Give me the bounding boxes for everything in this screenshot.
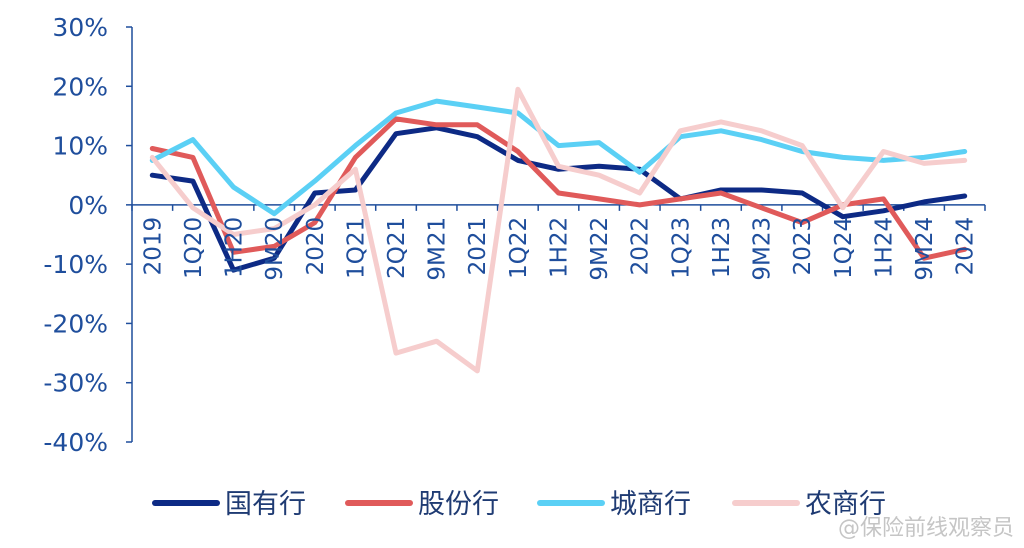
y-tick-label: -40% xyxy=(43,428,108,457)
legend-label-2: 股份行 xyxy=(418,489,499,520)
x-tick-label: 1Q24 xyxy=(831,217,857,279)
x-tick-label: 1H23 xyxy=(709,217,735,278)
x-tick-label: 2Q21 xyxy=(384,217,410,279)
legend-label-4: 农商行 xyxy=(805,489,886,520)
x-tick-label: 9M21 xyxy=(425,217,451,281)
y-tick-label: 0% xyxy=(68,191,108,220)
y-axis-ticks: 30% 20% 10% 0% -10% -20% -30% -40% xyxy=(43,13,108,457)
y-tick-label: 10% xyxy=(52,132,108,161)
x-tick-label: 2022 xyxy=(628,217,654,276)
x-tick-label: 9M20 xyxy=(262,217,288,281)
x-tick-label: 9M24 xyxy=(912,217,938,281)
watermark: @保险前线观察员 xyxy=(837,516,1014,541)
x-tick-label: 2019 xyxy=(140,217,166,276)
x-tick-label: 9M22 xyxy=(587,217,613,281)
legend: 国有行 股份行 城商行 农商行 xyxy=(152,489,886,520)
x-axis-ticks: 2019 1Q20 1H20 9M20 2020 1Q21 2Q21 9M21 2021 1Q22… xyxy=(140,217,978,281)
x-tick-label: 2020 xyxy=(303,217,329,276)
x-tick-label: 1Q21 xyxy=(343,217,369,279)
x-tick-label: 1H24 xyxy=(871,217,897,278)
x-tick-label: 1Q20 xyxy=(181,217,207,279)
y-tick-label: -20% xyxy=(43,309,108,338)
series-line-2 xyxy=(149,116,968,261)
x-tick-label: 9M23 xyxy=(750,217,776,281)
x-tick-label: 1Q23 xyxy=(668,217,694,279)
y-tick-label: 20% xyxy=(52,72,108,101)
x-tick-label: 2023 xyxy=(790,217,816,276)
series-line-3 xyxy=(149,98,968,217)
y-tick-label: 30% xyxy=(52,13,108,42)
legend-label-1: 国有行 xyxy=(225,489,306,520)
y-tick-label: -10% xyxy=(43,250,108,279)
x-tick-label: 1Q22 xyxy=(506,217,532,279)
x-tick-label: 1H22 xyxy=(547,217,573,278)
x-tick-label: 2024 xyxy=(953,217,979,276)
y-tick-label: -30% xyxy=(43,369,108,398)
x-tick-label: 1H20 xyxy=(222,217,248,278)
legend-label-3: 城商行 xyxy=(610,489,691,520)
series-lines xyxy=(149,86,968,374)
series-line-4 xyxy=(149,86,968,374)
x-tick-label: 2021 xyxy=(465,217,491,276)
